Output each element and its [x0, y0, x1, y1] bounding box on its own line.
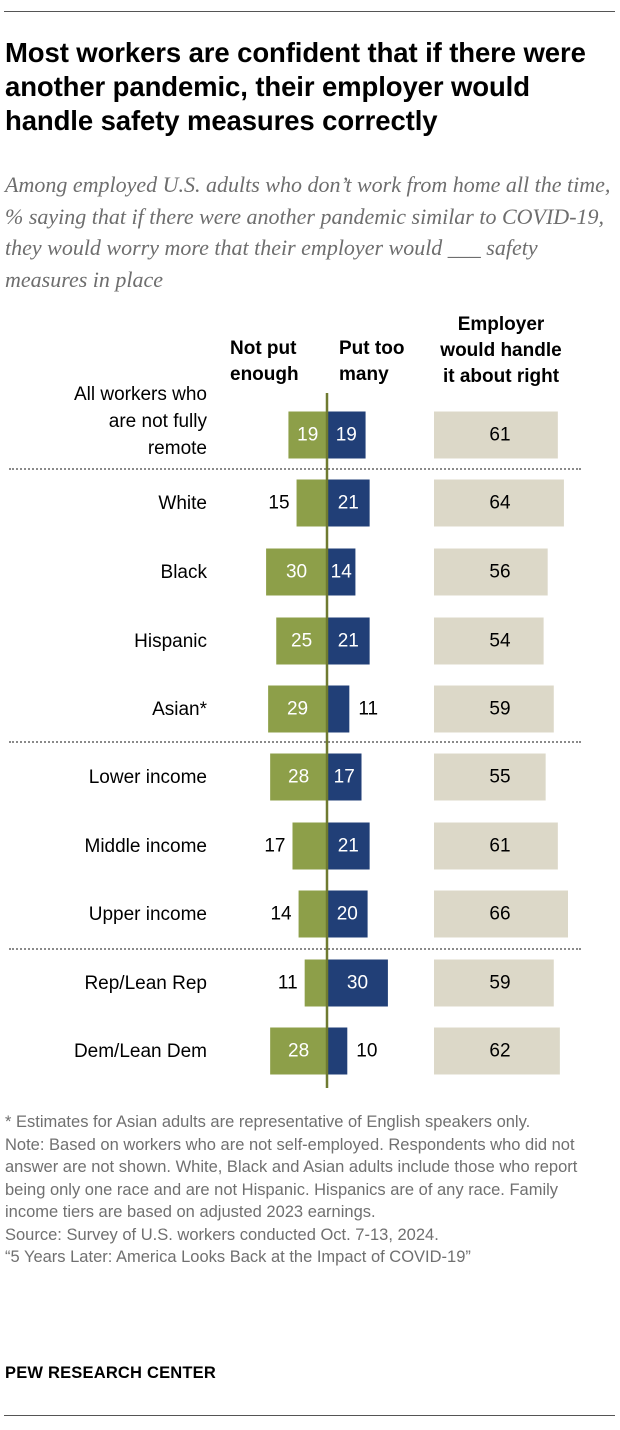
chart-plot: 19 19 61 15 21 64 30 14 56 25 21 54 29 11 59 28 17 55 17 21… [264, 393, 568, 1088]
bar-about-right-all-workers-who-are-not-fully-remote [434, 411, 558, 459]
row-label-middle-income: Middle income [84, 835, 208, 857]
bar-not-enough-asian [268, 685, 327, 733]
label-not-enough-middle-income: 17 [264, 836, 285, 857]
row-label-dem-lean-dem: Dem/Lean Dem [73, 1040, 207, 1062]
bar-about-right-upper-income [434, 890, 568, 938]
row-label-all-workers-who-are-not-fully-remote: All workers who are not fully remote [73, 383, 207, 459]
label-about-right-dem-lean-dem: 62 [489, 1041, 510, 1062]
label-about-right-lower-income: 55 [489, 767, 510, 788]
top-rule [4, 11, 615, 12]
label-about-right-asian: 59 [489, 699, 510, 720]
bar-too-many-white [327, 479, 370, 527]
label-not-enough-hispanic: 25 [291, 631, 312, 652]
bar-about-right-lower-income [434, 753, 546, 801]
label-not-enough-black: 30 [286, 562, 307, 583]
label-about-right-hispanic: 54 [489, 631, 511, 652]
bar-not-enough-all-workers-who-are-not-fully-remote [288, 411, 327, 459]
bar-not-enough-black [266, 548, 327, 596]
bar-not-enough-rep-lean-rep [304, 959, 327, 1007]
label-not-enough-dem-lean-dem: 28 [288, 1041, 309, 1062]
bar-not-enough-dem-lean-dem [270, 1027, 327, 1075]
bar-about-right-asian [434, 685, 554, 733]
label-about-right-middle-income: 61 [489, 836, 510, 857]
group-separator-2 [9, 741, 581, 743]
label-not-enough-upper-income: 14 [270, 904, 292, 925]
footnote-source: Source: Survey of U.S. workers conducted… [5, 1225, 439, 1244]
row-label-rep-lean-rep: Rep/Lean Rep [84, 972, 207, 994]
chart-title: Most workers are confident that if there… [5, 37, 586, 136]
label-not-enough-white: 15 [268, 493, 289, 514]
column-header-too-many: Put too many [339, 338, 405, 385]
label-too-many-dem-lean-dem: 10 [356, 1041, 377, 1062]
row-label-lower-income: Lower income [88, 766, 207, 788]
group-separator-3 [9, 948, 581, 950]
row-label-upper-income: Upper income [88, 903, 207, 925]
label-not-enough-rep-lean-rep: 11 [278, 973, 298, 994]
label-too-many-rep-lean-rep: 30 [347, 973, 368, 994]
group-separator-1 [9, 468, 581, 470]
bottom-rule [4, 1415, 615, 1416]
label-too-many-hispanic: 21 [338, 631, 359, 652]
label-not-enough-lower-income: 28 [288, 767, 309, 788]
label-too-many-black: 14 [331, 562, 353, 583]
bar-too-many-hispanic [327, 617, 370, 665]
footnotes: * Estimates for Asian adults are represe… [5, 1111, 613, 1269]
bar-too-many-rep-lean-rep [327, 959, 388, 1007]
bar-too-many-dem-lean-dem [327, 1027, 348, 1075]
bar-about-right-white [434, 479, 564, 527]
bar-not-enough-hispanic [276, 617, 327, 665]
row-label-white: White [158, 492, 207, 514]
label-not-enough-asian: 29 [287, 699, 308, 720]
label-not-enough-all-workers-who-are-not-fully-remote: 19 [297, 425, 318, 446]
bar-not-enough-upper-income [298, 890, 327, 938]
bar-too-many-black [327, 548, 356, 596]
row-label-black: Black [160, 561, 207, 583]
bar-about-right-hispanic [434, 617, 544, 665]
footnote-report: “5 Years Later: America Looks Back at th… [5, 1248, 471, 1266]
label-too-many-lower-income: 17 [334, 767, 355, 788]
bar-not-enough-middle-income [292, 822, 327, 870]
label-too-many-middle-income: 21 [338, 836, 359, 857]
label-about-right-rep-lean-rep: 59 [489, 973, 510, 994]
label-about-right-all-workers-who-are-not-fully-remote: 61 [489, 425, 510, 446]
footnote-asian: * Estimates for Asian adults are represe… [5, 1113, 531, 1131]
label-too-many-asian: 11 [358, 699, 378, 720]
bar-too-many-middle-income [327, 822, 370, 870]
bar-too-many-asian [327, 685, 350, 733]
brand-logo-text: PEW RESEARCH CENTER [5, 1364, 216, 1382]
bar-about-right-middle-income [434, 822, 558, 870]
bar-too-many-lower-income [327, 753, 362, 801]
label-too-many-white: 21 [338, 493, 359, 514]
column-header-not-enough: Not put enough [230, 338, 299, 385]
label-about-right-upper-income: 66 [489, 904, 510, 925]
bar-not-enough-lower-income [270, 753, 327, 801]
chart-subtitle: Among employed U.S. adults who don’t wor… [5, 172, 611, 292]
bar-about-right-dem-lean-dem [434, 1027, 560, 1075]
bar-too-many-all-workers-who-are-not-fully-remote [327, 411, 366, 459]
bar-about-right-rep-lean-rep [434, 959, 554, 1007]
label-too-many-all-workers-who-are-not-fully-remote: 19 [336, 425, 357, 446]
footnote-note: Note: Based on workers who are not self-… [5, 1135, 578, 1222]
row-label-asian: Asian* [152, 698, 207, 720]
bar-not-enough-white [296, 479, 327, 527]
bar-too-many-upper-income [327, 890, 368, 938]
label-too-many-upper-income: 20 [337, 904, 358, 925]
row-label-hispanic: Hispanic [134, 630, 207, 652]
bar-about-right-black [434, 548, 548, 596]
label-about-right-black: 56 [489, 562, 510, 583]
column-header-about-right: Employer would handle it about right [440, 314, 562, 387]
label-about-right-white: 64 [489, 493, 511, 514]
